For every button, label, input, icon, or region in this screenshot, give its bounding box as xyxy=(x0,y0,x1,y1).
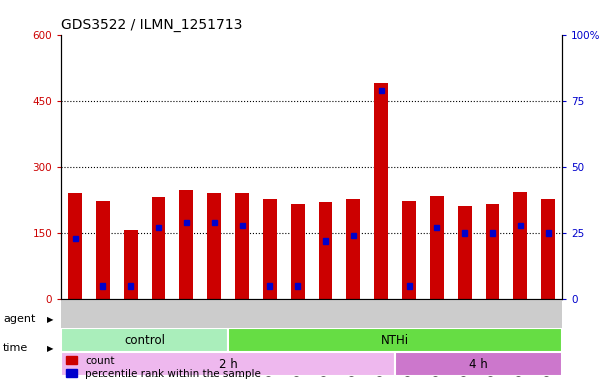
Bar xyxy=(180,190,193,299)
Bar xyxy=(379,88,384,93)
Bar xyxy=(228,328,562,352)
Bar xyxy=(96,201,110,299)
Bar xyxy=(513,192,527,299)
Bar xyxy=(123,230,137,299)
Bar xyxy=(541,199,555,299)
Bar xyxy=(291,204,305,299)
Bar xyxy=(263,199,277,299)
Bar xyxy=(458,206,472,299)
Bar xyxy=(323,238,328,244)
Text: control: control xyxy=(124,334,165,347)
Bar xyxy=(462,230,467,236)
Bar xyxy=(68,194,82,299)
Bar xyxy=(430,195,444,299)
Bar xyxy=(128,283,133,289)
Text: 2 h: 2 h xyxy=(219,358,238,371)
Bar xyxy=(268,283,273,289)
Bar xyxy=(406,283,412,289)
Text: GDS3522 / ILMN_1251713: GDS3522 / ILMN_1251713 xyxy=(61,18,243,32)
Text: agent: agent xyxy=(3,314,35,324)
Bar xyxy=(395,352,562,376)
Bar xyxy=(61,352,395,376)
Bar xyxy=(184,220,189,225)
Bar xyxy=(486,204,500,299)
Bar xyxy=(211,220,217,225)
Bar xyxy=(235,194,249,299)
Bar xyxy=(374,83,388,299)
Text: time: time xyxy=(3,343,28,353)
Bar xyxy=(351,233,356,238)
Bar xyxy=(295,283,300,289)
Text: 4 h: 4 h xyxy=(469,358,488,371)
Bar xyxy=(434,225,439,230)
Text: ▶: ▶ xyxy=(48,315,54,324)
Legend: count, percentile rank within the sample: count, percentile rank within the sample xyxy=(67,356,261,379)
Bar xyxy=(318,202,332,299)
Bar xyxy=(73,236,78,241)
Bar xyxy=(490,230,495,236)
Text: NTHi: NTHi xyxy=(381,334,409,347)
Bar xyxy=(61,328,228,352)
Bar xyxy=(152,197,166,299)
Bar xyxy=(402,201,416,299)
Bar xyxy=(156,225,161,230)
Bar xyxy=(240,223,244,228)
Bar xyxy=(207,194,221,299)
Bar xyxy=(546,230,551,236)
Bar xyxy=(346,199,360,299)
Text: ▶: ▶ xyxy=(48,344,54,353)
Bar xyxy=(100,283,105,289)
Bar xyxy=(518,223,523,228)
